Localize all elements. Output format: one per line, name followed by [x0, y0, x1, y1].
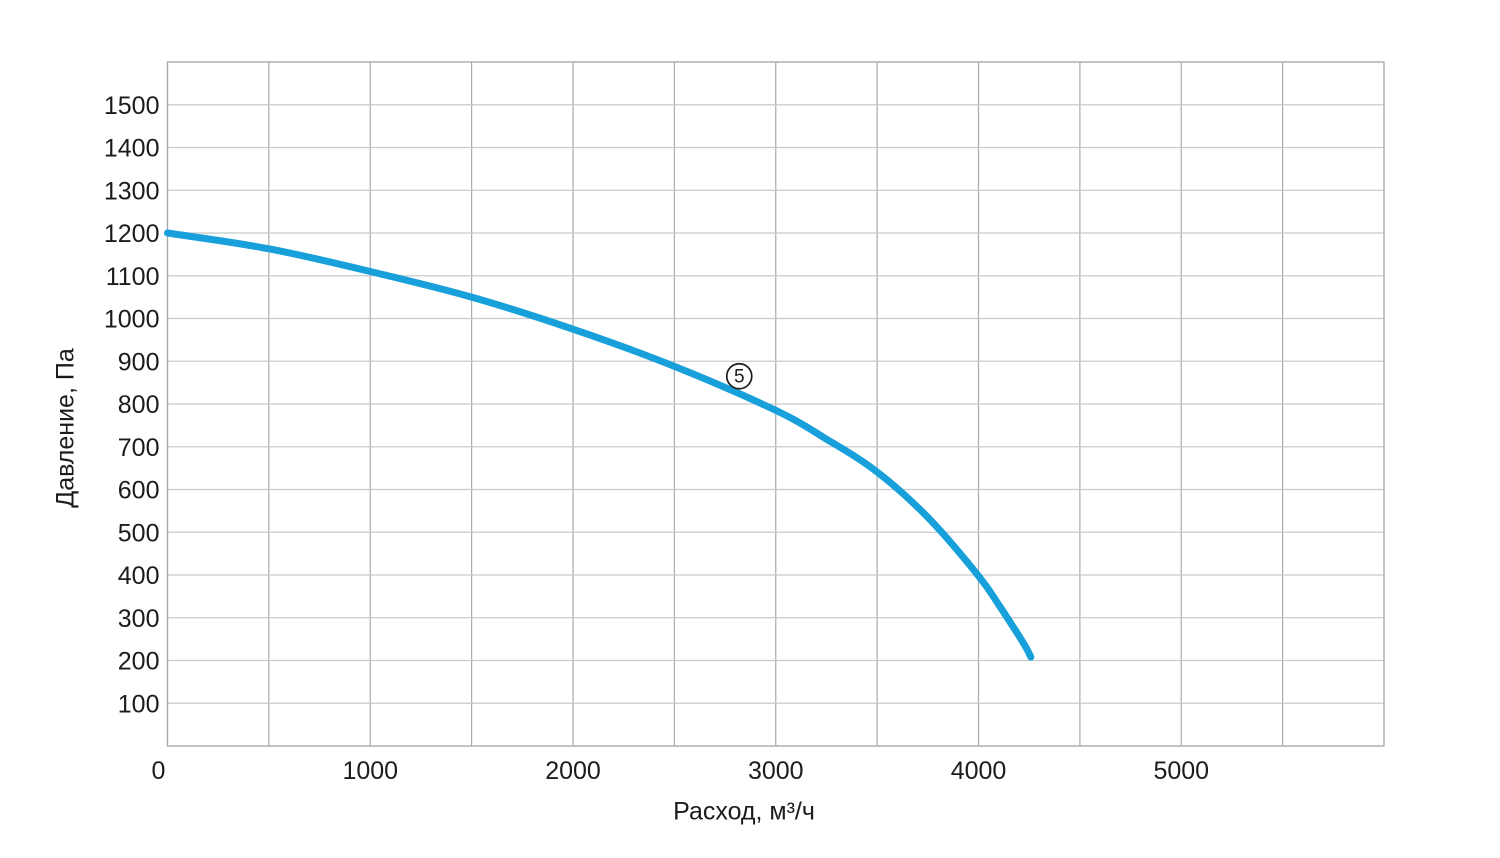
- gridlines: [167, 62, 1384, 746]
- marker-circle-icon: [725, 362, 753, 390]
- x-axis-title: Расход, м³/ч: [673, 797, 815, 826]
- y-axis-title: Давление, Па: [51, 348, 80, 508]
- y-tick-label: 800: [118, 391, 160, 419]
- x-tick-label: 5000: [1153, 757, 1209, 785]
- x-tick-label: 4000: [951, 757, 1007, 785]
- y-tick-label: 300: [118, 605, 160, 633]
- y-tick-label: 400: [118, 562, 160, 590]
- y-tick-label: 500: [118, 519, 160, 547]
- x-tick-label: 2000: [545, 757, 601, 785]
- x-tick-label: 1000: [342, 757, 398, 785]
- y-tick-label: 600: [118, 477, 160, 505]
- y-tick-label: 1500: [104, 92, 160, 120]
- y-tick-label: 200: [118, 648, 160, 676]
- y-tick-label: 1000: [104, 306, 160, 334]
- plot-frame: [166, 61, 1385, 747]
- performance-curve: [164, 229, 1035, 661]
- marker-label: 5: [734, 367, 745, 388]
- y-tick-label: 1400: [104, 135, 160, 163]
- y-tick-label: 100: [118, 690, 160, 718]
- y-tick-label: 900: [118, 348, 160, 376]
- curve-marker: 5: [725, 362, 753, 390]
- tick-labels: 0 1000 2000 3000 4000 5000 100 200 300 400 500 600 7…: [104, 92, 1209, 785]
- x-tick-label: 3000: [748, 757, 804, 785]
- x-tick-label: 0: [152, 757, 166, 785]
- y-tick-label: 1200: [104, 220, 160, 248]
- y-tick-label: 1100: [106, 263, 160, 291]
- y-tick-label: 1300: [104, 177, 160, 205]
- y-tick-label: 700: [118, 434, 160, 462]
